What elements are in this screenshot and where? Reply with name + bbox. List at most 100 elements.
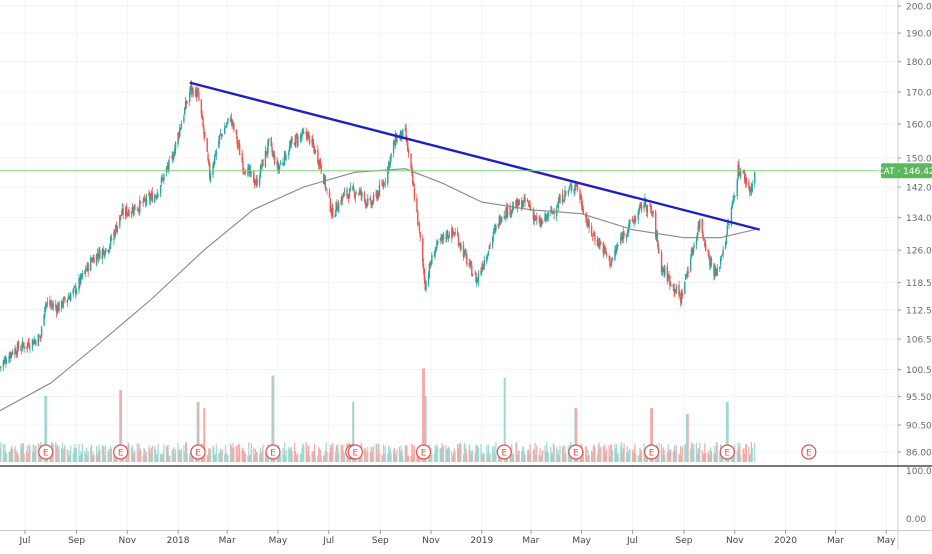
candle-body <box>418 224 421 232</box>
trendline[interactable] <box>189 81 761 231</box>
earnings-marker[interactable]: E <box>347 444 363 460</box>
earnings-marker[interactable]: E <box>568 444 584 460</box>
earnings-marker-circle[interactable] <box>38 444 54 460</box>
candle-body <box>457 236 460 246</box>
candle-body <box>460 244 462 250</box>
volume-bar <box>214 454 217 462</box>
earnings-marker[interactable]: E <box>496 444 512 460</box>
candle-body <box>25 346 28 348</box>
candle-body <box>505 208 507 219</box>
candle-body <box>709 259 712 265</box>
volume-bar <box>412 445 414 462</box>
volume-bar <box>521 446 524 462</box>
candle-body <box>294 135 297 147</box>
candle-body <box>440 237 442 239</box>
candle-body <box>360 190 362 196</box>
volume-bar <box>603 448 605 462</box>
candle-body <box>378 184 381 196</box>
volume-bar <box>482 454 484 462</box>
volume-bar <box>476 445 478 462</box>
volume-bar <box>60 448 63 462</box>
volume-bar <box>464 444 466 462</box>
volume-bar <box>511 454 514 462</box>
earnings-marker[interactable]: E <box>190 444 206 460</box>
earnings-marker[interactable]: E <box>113 444 129 460</box>
price-tick-label: 142.00 <box>906 183 932 193</box>
candle-body <box>599 242 601 247</box>
volume-bar <box>393 447 396 462</box>
earnings-marker-circle[interactable] <box>719 444 735 460</box>
volume-bar <box>546 442 548 462</box>
volume-bar <box>563 454 565 462</box>
earnings-marker-circle[interactable] <box>415 444 432 460</box>
volume-bar <box>591 450 593 462</box>
volume-bar <box>109 448 111 462</box>
volume-bar <box>330 448 332 462</box>
candle-body <box>558 198 560 203</box>
earnings-marker[interactable]: E <box>265 444 281 460</box>
volume-bar <box>381 454 383 462</box>
candle-body <box>447 236 450 238</box>
volume-bar <box>388 450 391 462</box>
candle-body <box>715 273 718 275</box>
volume-bar <box>61 442 64 462</box>
candle-body <box>669 275 671 286</box>
candle-body <box>183 116 185 122</box>
volume-bar <box>604 444 606 462</box>
earnings-marker-circle[interactable] <box>265 444 281 460</box>
volume-bar <box>320 455 322 462</box>
volume-bar <box>744 453 746 462</box>
volume-bar <box>225 453 227 462</box>
candle-body <box>125 206 128 216</box>
volume-bar <box>516 442 518 462</box>
volume-bar <box>564 445 566 462</box>
volume-bar <box>701 450 703 462</box>
earnings-marker-circle[interactable] <box>568 444 584 460</box>
volume-bar <box>308 445 310 462</box>
volume-bar <box>107 451 109 462</box>
candle-body <box>249 169 252 175</box>
earnings-marker-circle[interactable] <box>496 444 512 460</box>
candle-body <box>260 167 262 169</box>
candle-body <box>693 245 695 249</box>
candle-body <box>556 206 559 208</box>
earnings-marker-circle[interactable] <box>801 444 817 460</box>
price-tick-label: 112.50 <box>906 307 932 317</box>
volume-bar <box>283 454 285 462</box>
volume-bar <box>87 451 89 462</box>
candle-body <box>14 348 16 355</box>
candle-body <box>544 214 546 222</box>
volume-bar <box>639 447 641 462</box>
candle-body <box>389 156 391 165</box>
candle-body <box>218 134 221 140</box>
earnings-marker[interactable]: E <box>38 444 54 460</box>
price-tick-label: 180.00 <box>906 58 932 68</box>
trendline-group[interactable] <box>189 81 761 231</box>
earnings-marker-circle[interactable] <box>113 444 129 460</box>
earnings-marker-circle[interactable] <box>643 444 660 460</box>
volume-bar <box>254 449 257 462</box>
volume-bar <box>334 452 336 462</box>
earnings-marker[interactable]: E <box>643 444 660 460</box>
earnings-marker-circle[interactable] <box>190 444 206 460</box>
candle-body <box>481 267 483 272</box>
candle-body <box>497 223 500 227</box>
candle-body <box>70 294 72 301</box>
candle-body <box>250 171 252 173</box>
volume-bar <box>189 453 191 462</box>
earnings-marker[interactable]: E <box>801 444 817 460</box>
earnings-marker-circle[interactable] <box>347 444 363 460</box>
volume-bar <box>218 453 220 462</box>
indicator-tick-label: 100.00 <box>906 467 932 477</box>
candle-body <box>318 161 320 166</box>
candle-body <box>639 204 641 208</box>
volume-bar <box>587 450 589 462</box>
earnings-markers[interactable]: EEEEEEEEEEEE <box>38 444 817 460</box>
candle-body <box>541 221 544 223</box>
volume-bar <box>737 442 739 462</box>
earnings-marker[interactable]: E <box>719 444 735 460</box>
earnings-marker[interactable]: E <box>415 444 432 460</box>
candle-body <box>5 362 8 364</box>
